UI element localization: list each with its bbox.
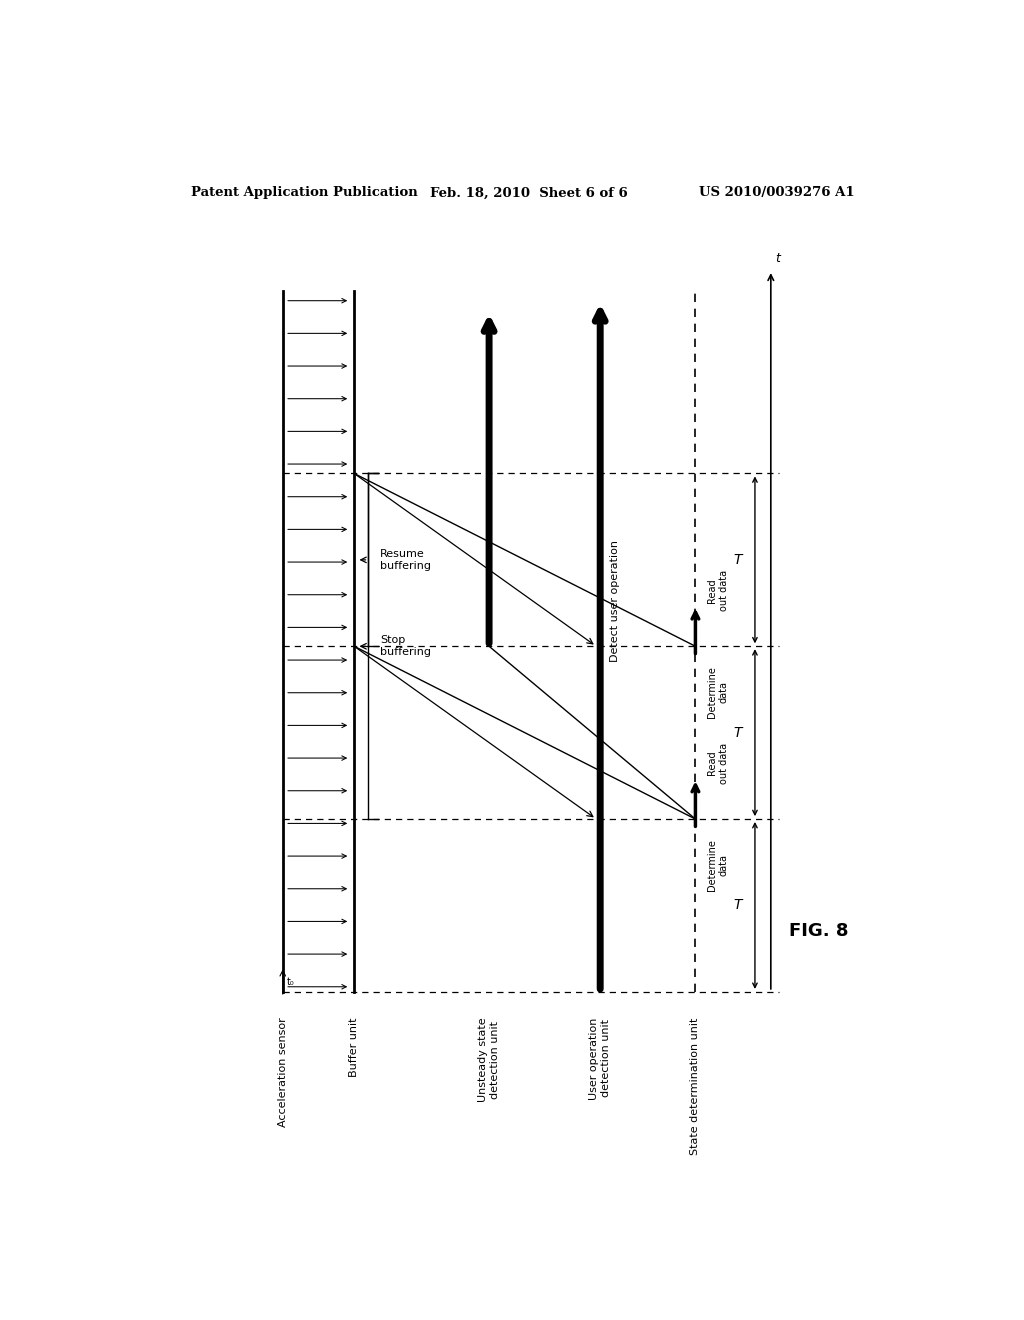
Text: T: T	[733, 553, 741, 566]
Text: Determine
data: Determine data	[708, 667, 729, 718]
Text: FIG. 8: FIG. 8	[788, 921, 848, 940]
Text: Read
out data: Read out data	[708, 570, 729, 611]
Text: Unsteady state
detection unit: Unsteady state detection unit	[478, 1018, 500, 1102]
Text: T: T	[733, 726, 741, 739]
Text: Read
out data: Read out data	[708, 743, 729, 784]
Text: State determination unit: State determination unit	[690, 1018, 700, 1155]
Text: US 2010/0039276 A1: US 2010/0039276 A1	[699, 186, 855, 199]
Text: Patent Application Publication: Patent Application Publication	[191, 186, 418, 199]
Text: t₀: t₀	[287, 977, 295, 987]
Text: T: T	[733, 899, 741, 912]
Text: Acceleration sensor: Acceleration sensor	[278, 1018, 288, 1127]
Text: Feb. 18, 2010  Sheet 6 of 6: Feb. 18, 2010 Sheet 6 of 6	[430, 186, 628, 199]
Text: Stop
buffering: Stop buffering	[380, 635, 431, 657]
Text: Resume
buffering: Resume buffering	[380, 549, 431, 570]
Text: Buffer unit: Buffer unit	[349, 1018, 359, 1077]
Text: t: t	[775, 252, 779, 265]
Text: Detect user operation: Detect user operation	[609, 540, 620, 661]
Text: Determine
data: Determine data	[708, 840, 729, 891]
Text: User operation
detection unit: User operation detection unit	[590, 1018, 611, 1100]
